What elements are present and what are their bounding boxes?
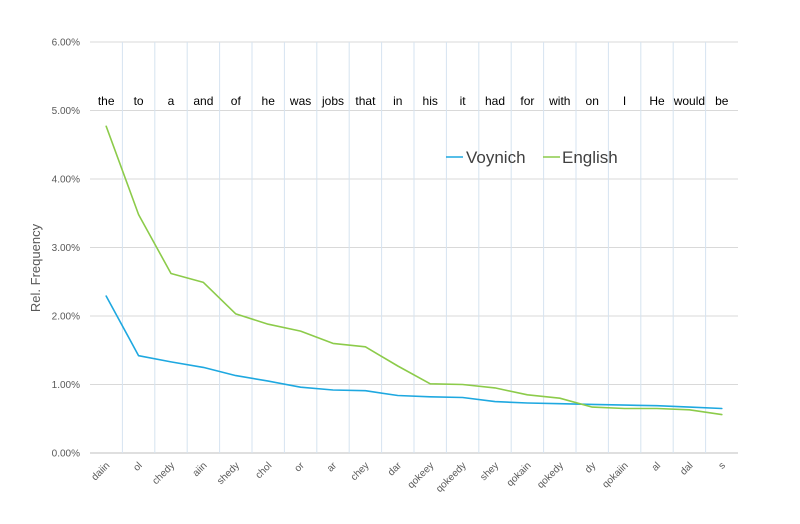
english-word-label: for <box>520 94 534 108</box>
english-word-label: and <box>193 94 213 108</box>
x-tick-labels: daiin ol chedy aiin shedy chol or ar chey dar qoke… <box>90 460 728 495</box>
english-word-label: be <box>715 94 729 108</box>
x-tick-label: dar <box>386 460 404 478</box>
legend-label-voynich: Voynich <box>466 148 526 167</box>
english-word-label: with <box>548 94 570 108</box>
x-tick-label: dal <box>678 460 695 477</box>
english-word-label: that <box>355 94 376 108</box>
legend-label-english: English <box>562 148 618 167</box>
english-word-label: was <box>289 94 311 108</box>
x-tick-label: dy <box>583 460 598 475</box>
x-tick-label: aiin <box>191 460 210 479</box>
series-line-voynich <box>105 295 723 410</box>
x-tick-label: qokain <box>505 460 534 489</box>
x-tick-label: chey <box>349 460 372 483</box>
y-tick-label: 5.00% <box>52 106 80 117</box>
y-axis-label: Rel. Frequency <box>28 223 43 312</box>
english-word-labels: the to a and of he was jobs that in his it had for wit… <box>98 94 729 108</box>
x-tick-label: shey <box>478 460 501 483</box>
english-word-label: his <box>423 94 438 108</box>
x-tick-label: qokeedy <box>434 460 469 495</box>
english-word-label: on <box>586 94 599 108</box>
y-tick-label: 4.00% <box>52 175 80 186</box>
english-word-label: of <box>231 94 242 108</box>
english-word-label: to <box>134 94 144 108</box>
y-tick-label: 6.00% <box>52 38 80 49</box>
gridlines <box>90 41 738 454</box>
x-tick-label: shedy <box>215 460 242 487</box>
english-word-label: jobs <box>321 94 344 108</box>
english-word-label: I <box>623 94 626 108</box>
english-word-label: it <box>460 94 467 108</box>
legend: Voynich English <box>446 148 618 167</box>
x-tick-label: daiin <box>90 460 113 483</box>
x-tick-label: s <box>717 460 728 471</box>
english-word-label: had <box>485 94 505 108</box>
series-lines <box>105 125 723 416</box>
y-tick-labels: 0.00% 1.00% 2.00% 3.00% 4.00% 5.00% 6.00% <box>52 38 80 460</box>
x-tick-label: al <box>650 460 663 473</box>
english-word-label: he <box>262 94 276 108</box>
english-word-label: He <box>649 94 665 108</box>
x-tick-label: qokedy <box>535 460 566 491</box>
x-tick-label: or <box>293 460 308 475</box>
y-tick-label: 3.00% <box>52 243 80 254</box>
y-tick-label: 1.00% <box>52 380 80 391</box>
x-tick-label: qokaiin <box>601 460 631 490</box>
x-tick-label: chol <box>254 460 275 481</box>
x-tick-label: chedy <box>150 460 177 487</box>
y-tick-label: 2.00% <box>52 312 80 323</box>
english-word-label: in <box>393 94 402 108</box>
series-line-english <box>105 125 723 416</box>
x-tick-label: ar <box>325 460 340 475</box>
x-tick-label: ol <box>131 460 144 473</box>
english-word-label: a <box>168 94 175 108</box>
english-word-label: would <box>673 94 705 108</box>
y-tick-label: 0.00% <box>52 449 80 460</box>
english-word-label: the <box>98 94 115 108</box>
x-tick-label: qokeey <box>406 460 437 491</box>
